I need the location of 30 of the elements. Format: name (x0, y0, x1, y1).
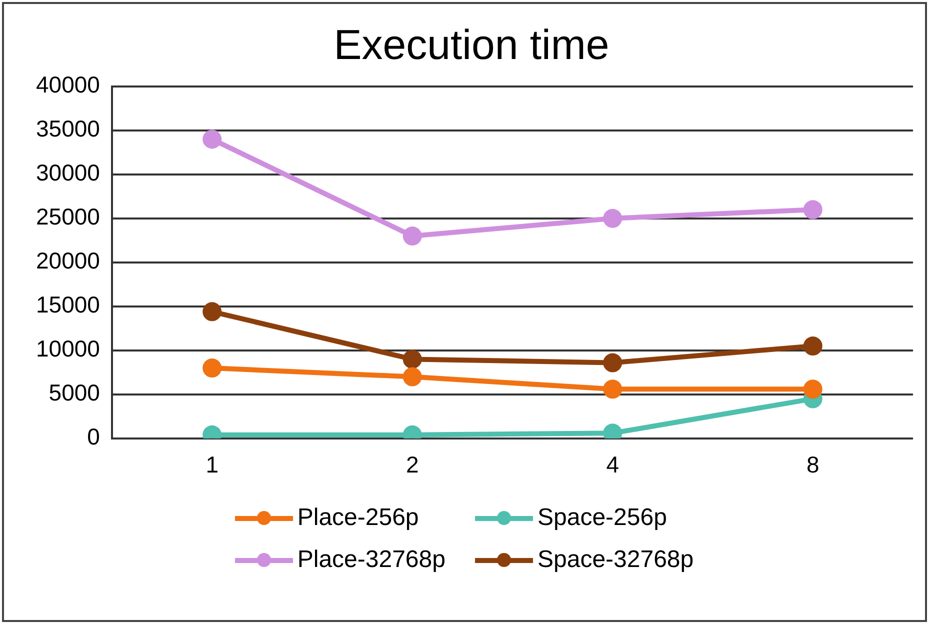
point (202, 358, 222, 378)
legend-label: Space-32768p (537, 546, 694, 574)
legend-label: Place-32768p (297, 546, 446, 574)
point (603, 208, 622, 228)
x-tick-label: 1 (206, 452, 218, 478)
point (803, 336, 822, 356)
x-tick-label: 8 (806, 452, 820, 478)
point (202, 302, 222, 322)
y-tick-label: 30000 (36, 160, 100, 186)
point (202, 130, 222, 149)
y-tick-label: 40000 (36, 72, 100, 98)
point (402, 226, 422, 246)
chart-title: Execution time (334, 20, 610, 68)
point (603, 353, 622, 372)
y-tick-label: 20000 (36, 248, 100, 274)
y-tick-label: 0 (87, 424, 100, 450)
x-tick-label: 4 (606, 452, 620, 478)
point (603, 380, 622, 399)
y-tick-label: 35000 (36, 116, 100, 142)
point (803, 380, 822, 399)
point (803, 200, 822, 220)
y-tick-label: 5000 (48, 380, 100, 406)
point (402, 350, 422, 369)
legend-label: Place-256p (297, 504, 419, 532)
legend-label: Space-256p (537, 504, 667, 532)
y-tick-label: 15000 (36, 292, 100, 318)
point (402, 367, 422, 386)
x-tick-label: 2 (406, 452, 419, 478)
y-tick-label: 25000 (36, 204, 100, 230)
y-tick-label: 10000 (36, 336, 100, 362)
